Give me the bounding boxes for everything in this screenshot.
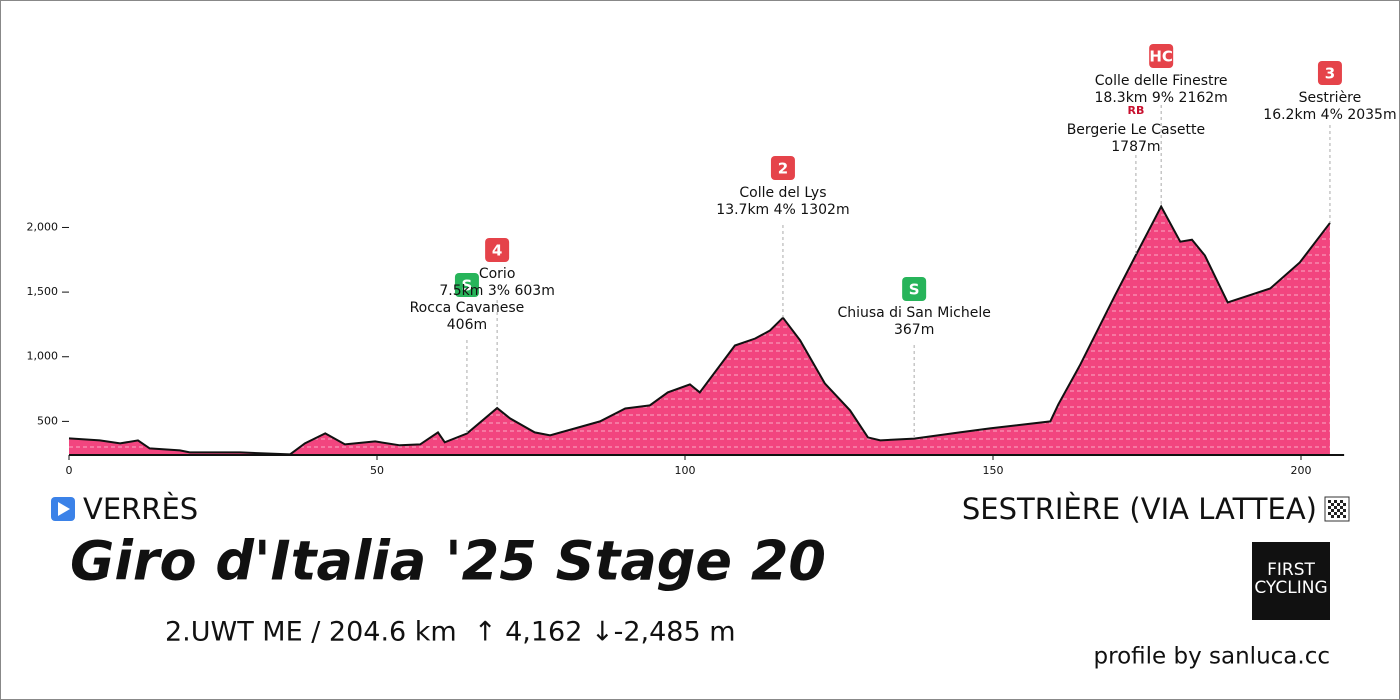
subtitle: 2.UWT ME / 204.6 km ↑ 4,162 ↓-2,485 m <box>165 617 736 648</box>
climb-detail: 367m <box>894 322 934 338</box>
x-tick-label: 50 <box>370 464 384 477</box>
climb-name: Rocca Cavanese <box>410 300 525 316</box>
logo-text: FIRST <box>1267 560 1315 580</box>
badge-bg <box>1149 44 1174 68</box>
badge-bg <box>454 273 479 297</box>
profile-fill <box>69 206 1330 455</box>
badge: 2 <box>778 160 788 178</box>
climb-name: Chiusa di San Michele <box>837 305 990 321</box>
start-icon-arrow <box>58 502 70 516</box>
start-name: VERRÈS <box>83 492 198 526</box>
x-tick-label: 150 <box>983 464 1004 477</box>
climb-name: Colle del Lys <box>739 185 826 201</box>
badge: 3 <box>1325 65 1335 83</box>
badge: RB <box>1127 104 1144 117</box>
badge: HC <box>1149 48 1173 66</box>
climb-detail: 7.5km 3% 603m <box>439 283 554 299</box>
x-tick-label: 200 <box>1291 464 1312 477</box>
y-tick-label: 2,000 <box>27 220 59 233</box>
badge: S <box>462 277 473 295</box>
climb-name: Sestrière <box>1299 90 1362 106</box>
profile-line <box>68 204 1331 456</box>
chart-title: Giro d'Italia '25 Stage 20 <box>70 530 826 593</box>
finish-name: SESTRIÈRE (VIA LATTEA) <box>962 492 1317 526</box>
logo-text: CYCLING <box>1254 578 1327 598</box>
y-tick-label: 1,500 <box>27 285 59 298</box>
badge-bg <box>485 238 510 262</box>
badge: 4 <box>492 242 502 260</box>
x-tick-label: 0 <box>66 464 73 477</box>
climb-name: Colle delle Finestre <box>1095 73 1228 89</box>
logo <box>1252 542 1330 620</box>
badge-bg <box>902 277 927 301</box>
climb-detail: 16.2km 4% 2035m <box>1263 107 1396 123</box>
climb-detail: 406m <box>447 317 487 333</box>
climb-detail: 18.3km 9% 2162m <box>1095 90 1228 106</box>
credit: profile by sanluca.cc <box>1094 644 1330 670</box>
badge-bg <box>770 156 795 180</box>
badge-bg <box>1317 61 1342 85</box>
badge: S <box>909 281 920 299</box>
y-tick-label: 1,000 <box>27 350 59 363</box>
x-tick-label: 100 <box>675 464 696 477</box>
climb-detail: 13.7km 4% 1302m <box>716 202 849 218</box>
climb-name: Bergerie Le Casette <box>1067 122 1205 138</box>
climb-detail: 1787m <box>1111 139 1160 155</box>
y-tick-label: 500 <box>37 414 58 427</box>
finish-flag <box>1324 496 1350 522</box>
climb-name: Corio <box>479 266 516 282</box>
